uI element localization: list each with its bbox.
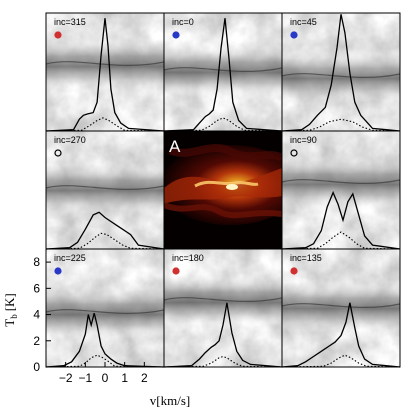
spectrum-panel: inc=90 (281, 135, 401, 250)
cloud-map-bg (46, 249, 164, 367)
inclination-label: inc=45 (290, 17, 317, 27)
inclination-marker (54, 267, 62, 275)
panel-frame (281, 248, 401, 368)
frame-layer (45, 12, 401, 368)
inclination-label: inc=225 (54, 253, 86, 263)
y-axis-label-sub: b (9, 314, 19, 319)
x-tick-label: 2 (141, 371, 148, 385)
line-solid (281, 190, 401, 250)
inclination-marker (290, 267, 298, 275)
x-tick-label: −1 (78, 371, 92, 385)
inclination-label: inc=135 (290, 253, 322, 263)
y-axis: 0 2 4 6 8 (33, 255, 51, 374)
y-tick-label: 6 (33, 281, 40, 295)
inclination-label: inc=315 (54, 17, 86, 27)
y-tick-label: 8 (33, 255, 40, 269)
center-color-map (164, 131, 282, 249)
cloud-map-bg (46, 13, 164, 131)
line-solid (281, 302, 401, 368)
spectrum-panel: inc=0 (163, 17, 283, 132)
cloud-map-bg (282, 13, 400, 131)
line-solid (45, 18, 165, 132)
inclination-marker (290, 31, 298, 39)
line-solid (163, 302, 283, 368)
inclination-marker (172, 267, 180, 275)
svg-text:Tb[K]: Tb [K] (2, 293, 19, 327)
inclination-marker (54, 31, 62, 39)
line-dotted (163, 355, 283, 368)
x-tick-label: 0 (102, 371, 109, 385)
spectrum-panel: inc=225 (45, 253, 165, 368)
inclination-label: inc=180 (172, 253, 204, 263)
cloud-map-bg (46, 131, 164, 249)
line-solid (45, 313, 165, 368)
spectrum-panel: inc=180 (163, 253, 283, 368)
cloud-map-bg (164, 249, 282, 367)
x-axis: −2 −1 0 1 2 (59, 362, 148, 385)
line-solid (45, 211, 165, 250)
inclination-marker (172, 31, 180, 39)
cloud-map-bg (282, 249, 400, 367)
line-dotted (45, 354, 165, 368)
y-tick-label: 4 (33, 308, 40, 322)
line-dotted (45, 117, 165, 132)
spectrum-panel: inc=315 (45, 17, 165, 132)
panels-layer: inc=315 inc=0 inc=45 inc=270 inc=90 inc=225 in… (45, 13, 401, 368)
inclination-label: inc=0 (172, 17, 194, 27)
y-tick-label: 0 (33, 360, 40, 374)
y-axis-label-main: T (2, 319, 17, 327)
line-solid (281, 14, 401, 132)
line-dotted (281, 231, 401, 250)
line-solid (163, 18, 283, 132)
inclination-label: inc=90 (290, 135, 317, 145)
y-axis-label: Tb [K] (2, 293, 19, 327)
line-dotted (163, 117, 283, 132)
y-axis-label-unit: [K] (2, 293, 17, 311)
y-tick-label: 2 (33, 334, 40, 348)
inclination-marker (54, 149, 62, 157)
x-tick-label: −2 (59, 371, 73, 385)
inclination-label: inc=270 (54, 135, 86, 145)
x-tick-label: 1 (121, 371, 128, 385)
center-panel-letter: A (169, 137, 181, 156)
x-axis-label: v[km/s] (150, 393, 190, 408)
line-dotted (281, 118, 401, 132)
spectrum-panel: inc=270 (45, 135, 165, 250)
spectrum-panel: inc=45 (281, 14, 401, 132)
cloud-map-bg (282, 131, 400, 249)
spectrum-panel: inc=135 (281, 253, 401, 368)
inclination-marker (290, 149, 298, 157)
